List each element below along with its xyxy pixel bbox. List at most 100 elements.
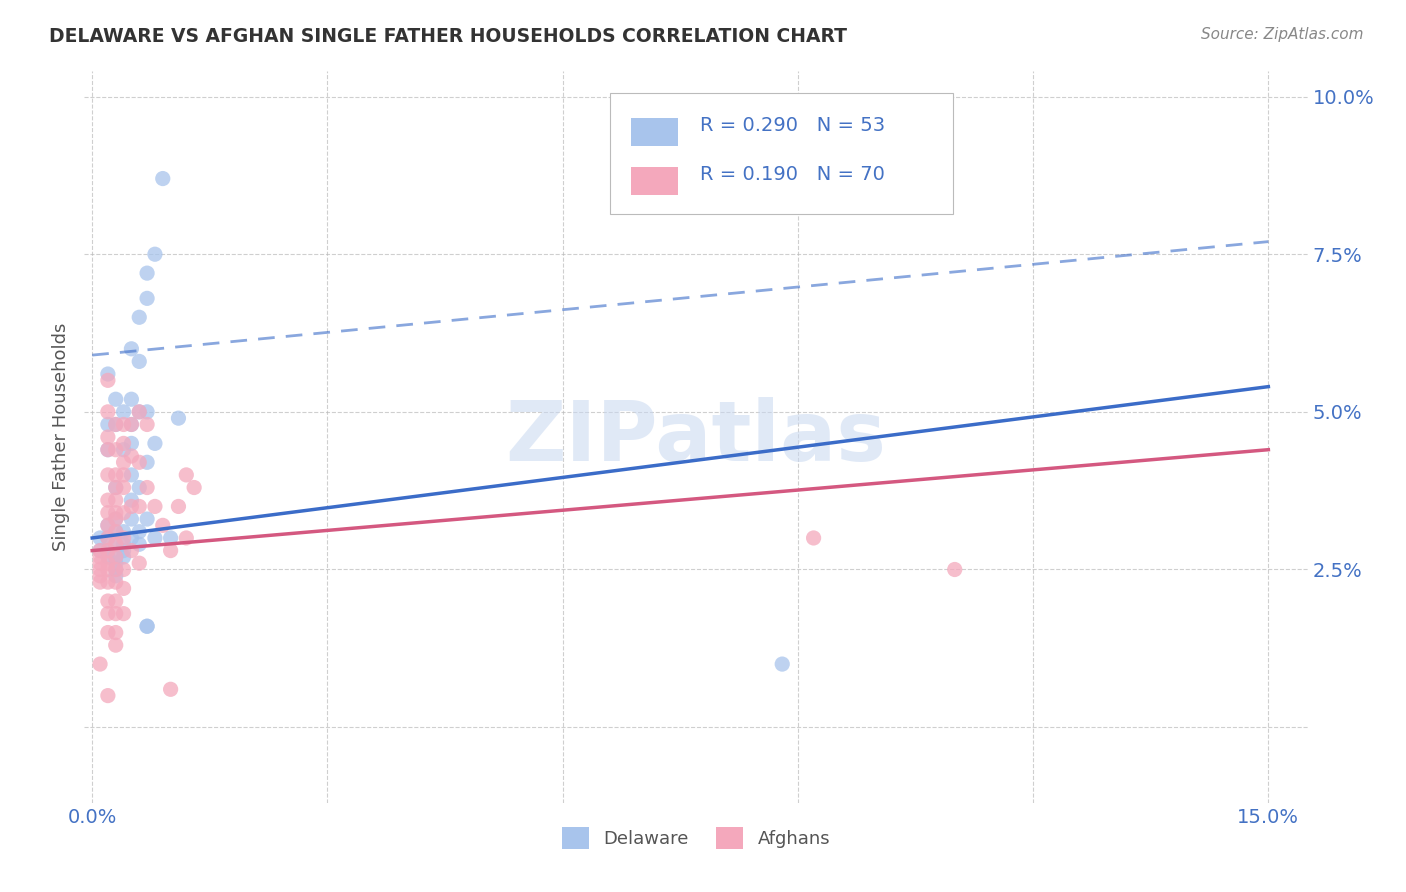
Point [120, 543, 142, 558]
Point [112, 436, 135, 450]
Y-axis label: Single Father Households: Single Father Households [52, 323, 70, 551]
Point [104, 625, 127, 640]
Point [104, 562, 127, 576]
Point [136, 619, 159, 633]
Point [104, 575, 127, 590]
Point [104, 467, 127, 482]
Point [112, 582, 135, 596]
Point [97, 405, 120, 419]
Point [104, 512, 127, 526]
Point [152, 171, 174, 186]
Point [104, 481, 127, 495]
Point [104, 562, 127, 576]
Point [112, 531, 135, 545]
Point [136, 455, 159, 469]
Point [104, 512, 127, 526]
Point [104, 549, 127, 564]
Point [159, 543, 181, 558]
Point [97, 543, 120, 558]
Point [112, 543, 135, 558]
Point [97, 442, 120, 457]
Point [128, 455, 150, 469]
Point [112, 537, 135, 551]
Point [120, 512, 142, 526]
Point [143, 531, 166, 545]
Point [89, 575, 111, 590]
Point [104, 549, 127, 564]
Point [120, 342, 142, 356]
Point [97, 442, 120, 457]
Point [89, 549, 111, 564]
Point [112, 549, 135, 564]
Point [167, 411, 190, 425]
Point [97, 543, 120, 558]
Point [136, 481, 159, 495]
Point [112, 405, 135, 419]
Point [97, 531, 120, 545]
Point [112, 524, 135, 539]
Point [97, 506, 120, 520]
Point [104, 442, 127, 457]
Point [89, 556, 111, 570]
Point [120, 417, 142, 432]
Point [120, 392, 142, 407]
Point [89, 543, 111, 558]
Point [97, 467, 120, 482]
Point [136, 405, 159, 419]
Point [97, 373, 120, 387]
Point [136, 512, 159, 526]
Point [770, 657, 793, 671]
Point [943, 562, 966, 576]
Point [128, 405, 150, 419]
Point [104, 638, 127, 652]
Point [803, 531, 825, 545]
Text: Source: ZipAtlas.com: Source: ZipAtlas.com [1201, 27, 1364, 42]
Point [136, 291, 159, 305]
Point [104, 594, 127, 608]
Point [128, 556, 150, 570]
Point [120, 531, 142, 545]
Point [128, 405, 150, 419]
Point [104, 556, 127, 570]
Point [143, 436, 166, 450]
Point [97, 518, 120, 533]
Point [174, 531, 197, 545]
Point [143, 247, 166, 261]
Point [112, 442, 135, 457]
Point [97, 594, 120, 608]
Point [128, 524, 150, 539]
Point [97, 417, 120, 432]
Point [128, 354, 150, 368]
Point [97, 562, 120, 576]
Text: R = 0.290   N = 53: R = 0.290 N = 53 [700, 116, 884, 135]
Point [112, 562, 135, 576]
Point [120, 500, 142, 514]
Point [128, 500, 150, 514]
Point [152, 518, 174, 533]
Text: DELAWARE VS AFGHAN SINGLE FATHER HOUSEHOLDS CORRELATION CHART: DELAWARE VS AFGHAN SINGLE FATHER HOUSEHO… [49, 27, 848, 45]
Point [159, 531, 181, 545]
Point [89, 543, 111, 558]
Legend: Delaware, Afghans: Delaware, Afghans [555, 820, 837, 856]
Point [97, 549, 120, 564]
Point [112, 607, 135, 621]
Point [89, 531, 111, 545]
Point [143, 500, 166, 514]
Point [120, 467, 142, 482]
Text: R = 0.190   N = 70: R = 0.190 N = 70 [700, 165, 884, 184]
Point [97, 367, 120, 381]
Point [159, 682, 181, 697]
Point [104, 506, 127, 520]
Point [97, 430, 120, 444]
Point [97, 531, 120, 545]
Point [89, 657, 111, 671]
Point [112, 417, 135, 432]
FancyBboxPatch shape [631, 167, 678, 195]
Point [104, 569, 127, 583]
Point [136, 619, 159, 633]
Point [167, 500, 190, 514]
Point [112, 455, 135, 469]
Point [174, 467, 197, 482]
Point [120, 417, 142, 432]
Point [104, 524, 127, 539]
